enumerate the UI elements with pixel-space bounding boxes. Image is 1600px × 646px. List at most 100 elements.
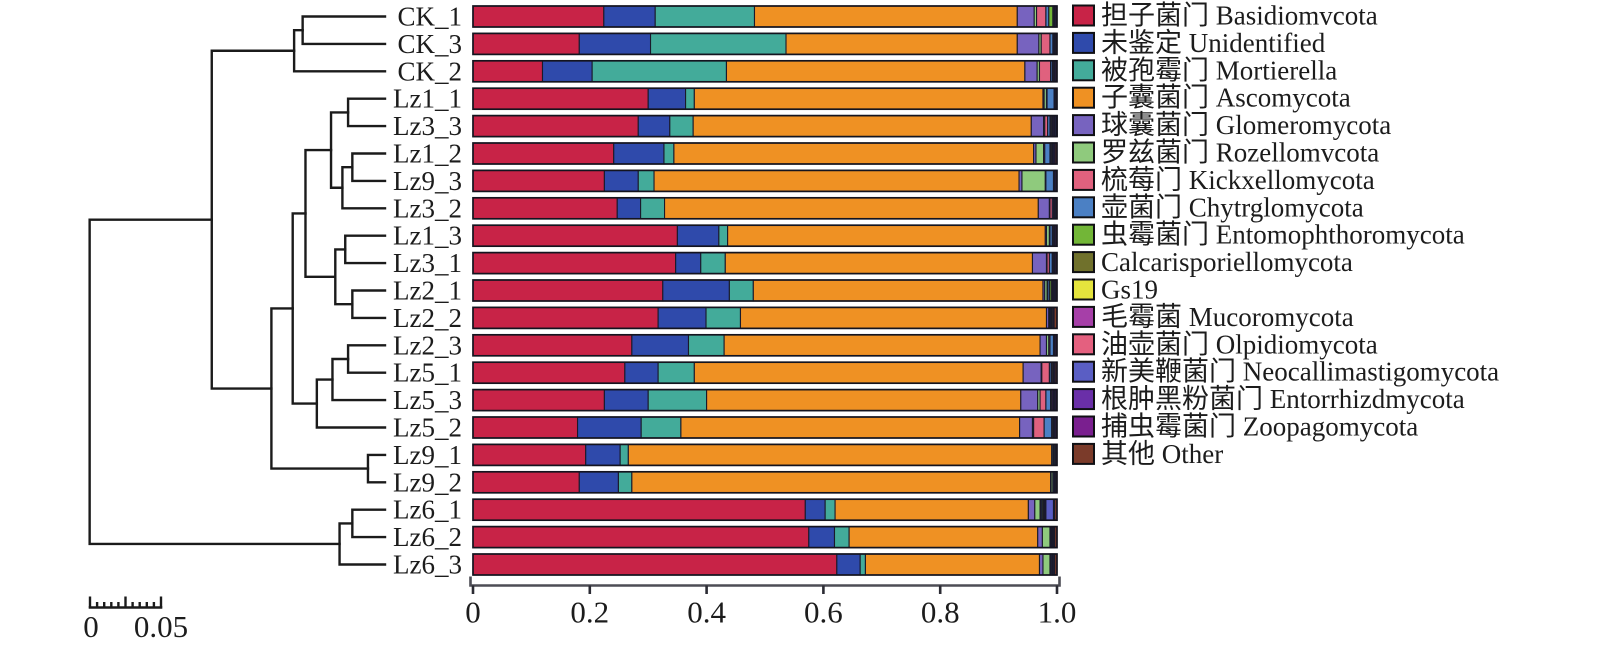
bar-outline [472, 498, 1058, 522]
legend-item: 梳莓门 Kickxellomycota [1072, 165, 1375, 195]
bar-segment [706, 389, 1022, 412]
scale-ruler [88, 596, 163, 609]
bar-segment [705, 306, 742, 329]
legend-label: 球囊菌门 Glomeromycota [1101, 110, 1391, 140]
bar-row [472, 470, 1058, 494]
bar-row [472, 32, 1058, 56]
legend-item: 罗兹菌门 Rozellomvcota [1072, 138, 1379, 168]
legend-label: 梳莓门 Kickxellomycota [1101, 165, 1375, 195]
bar-row [472, 443, 1058, 467]
bar-outline [472, 251, 1058, 275]
bar-segment [472, 526, 810, 549]
bar-segment [1036, 5, 1047, 28]
dendrogram-link [338, 522, 387, 566]
sample-label: Lz9_1 [393, 440, 462, 470]
bar-segment [669, 115, 694, 138]
dendrogram-link [351, 152, 387, 183]
bar-segment [662, 279, 730, 302]
dendrogram-link [301, 15, 387, 46]
bar-segment [472, 115, 639, 138]
bar-segment [723, 334, 1041, 357]
sample-label: Lz1_3 [393, 221, 462, 251]
sample-label: Lz3_1 [393, 248, 462, 278]
dendrogram-link [331, 357, 387, 402]
dendrogram-link [315, 378, 387, 429]
bar-segment [1039, 389, 1047, 412]
bar-row [472, 87, 1058, 111]
bar-segment [647, 87, 687, 110]
legend-label: 根肿黑粉菌门 Entorrhizdmycota [1101, 384, 1465, 414]
bar-segment [753, 5, 1018, 28]
bar-row [472, 251, 1058, 275]
dendrogram-link [341, 166, 387, 210]
sample-label: Lz6_1 [393, 495, 462, 525]
bar-segment [1016, 32, 1040, 55]
bar-segment [693, 87, 1044, 110]
bar-outline [472, 470, 1058, 494]
legend-item: 油壶菌门 Olpidiomycota [1072, 329, 1378, 359]
bar-segment [472, 471, 580, 494]
legend-swatch [1072, 388, 1095, 411]
sample-label: Lz5_1 [393, 358, 462, 388]
bar-segment [724, 252, 1034, 275]
bar-segment [472, 60, 544, 83]
legend-label: 罗兹菌门 Rozellomvcota [1101, 138, 1379, 168]
bar-row [472, 169, 1058, 193]
bar-segment [1048, 5, 1054, 28]
bar-segment [472, 87, 649, 110]
bar-row [472, 416, 1058, 439]
bar-row [472, 333, 1058, 357]
legend-label: 壶菌门 Chytrglomycota [1101, 192, 1364, 222]
bar-outline [472, 224, 1058, 248]
bar-segment [653, 169, 1020, 192]
bar-segment [676, 224, 720, 247]
dendrogram-link [210, 49, 296, 390]
legend-label: 子囊菌门 Ascomycota [1101, 83, 1351, 113]
legend-label: Calcarisporiellomycota [1101, 247, 1353, 277]
bar-outline [472, 196, 1058, 220]
bar-outline [472, 361, 1058, 385]
bar-segment [472, 553, 838, 576]
bar-segment [657, 361, 695, 384]
bar-segment [808, 526, 836, 549]
bar-segment [472, 5, 605, 28]
bar-row [472, 279, 1058, 302]
bar-row [472, 361, 1058, 385]
dendrogram-link [270, 307, 370, 470]
sample-label: Lz5_2 [393, 413, 462, 443]
sample-label: Lz9_2 [393, 467, 462, 497]
bar-segment [640, 197, 666, 220]
bar-segment [700, 252, 726, 275]
bar-segment [576, 416, 642, 439]
bar-outline [472, 59, 1058, 83]
x-axis-tick-label: 0.2 [570, 595, 609, 630]
legend-item: 未鉴定 Unidentified [1072, 28, 1326, 58]
bar-outline [472, 279, 1058, 302]
bar-segment [1045, 389, 1052, 412]
dendrogram-link [329, 111, 350, 189]
bar-row [472, 142, 1058, 165]
legend-label: 虫霉菌门 Entomophthoromycota [1101, 220, 1465, 250]
bar-outline [472, 142, 1058, 165]
bar-segment [578, 471, 619, 494]
legend-label: 捕虫霉菌门 Zoopagomycota [1101, 412, 1418, 442]
bar-segment [1041, 526, 1051, 549]
legend-item: 其他 Other [1072, 439, 1223, 469]
bar-segment [1041, 361, 1050, 384]
bar-segment [472, 498, 806, 521]
sample-labels: CK_1CK_3CK_2Lz1_1Lz3_3Lz1_2Lz9_3Lz3_2Lz1… [393, 2, 462, 580]
legend-item: Gs19 [1072, 275, 1158, 305]
bar-segment [836, 553, 861, 576]
bar-segment [1031, 252, 1048, 275]
bar-segment [1037, 197, 1050, 220]
legend-swatch [1072, 4, 1095, 27]
bar-segment [725, 60, 1026, 83]
legend-item: 担子菌门 Basidiomvcota [1072, 1, 1378, 31]
bar-segment [1016, 5, 1035, 28]
legend-label: 新美鞭菌门 Neocallimastigomycota [1101, 357, 1499, 387]
bar-segment [833, 526, 850, 549]
bar-segment [1035, 142, 1045, 165]
bar-segment [472, 306, 659, 329]
